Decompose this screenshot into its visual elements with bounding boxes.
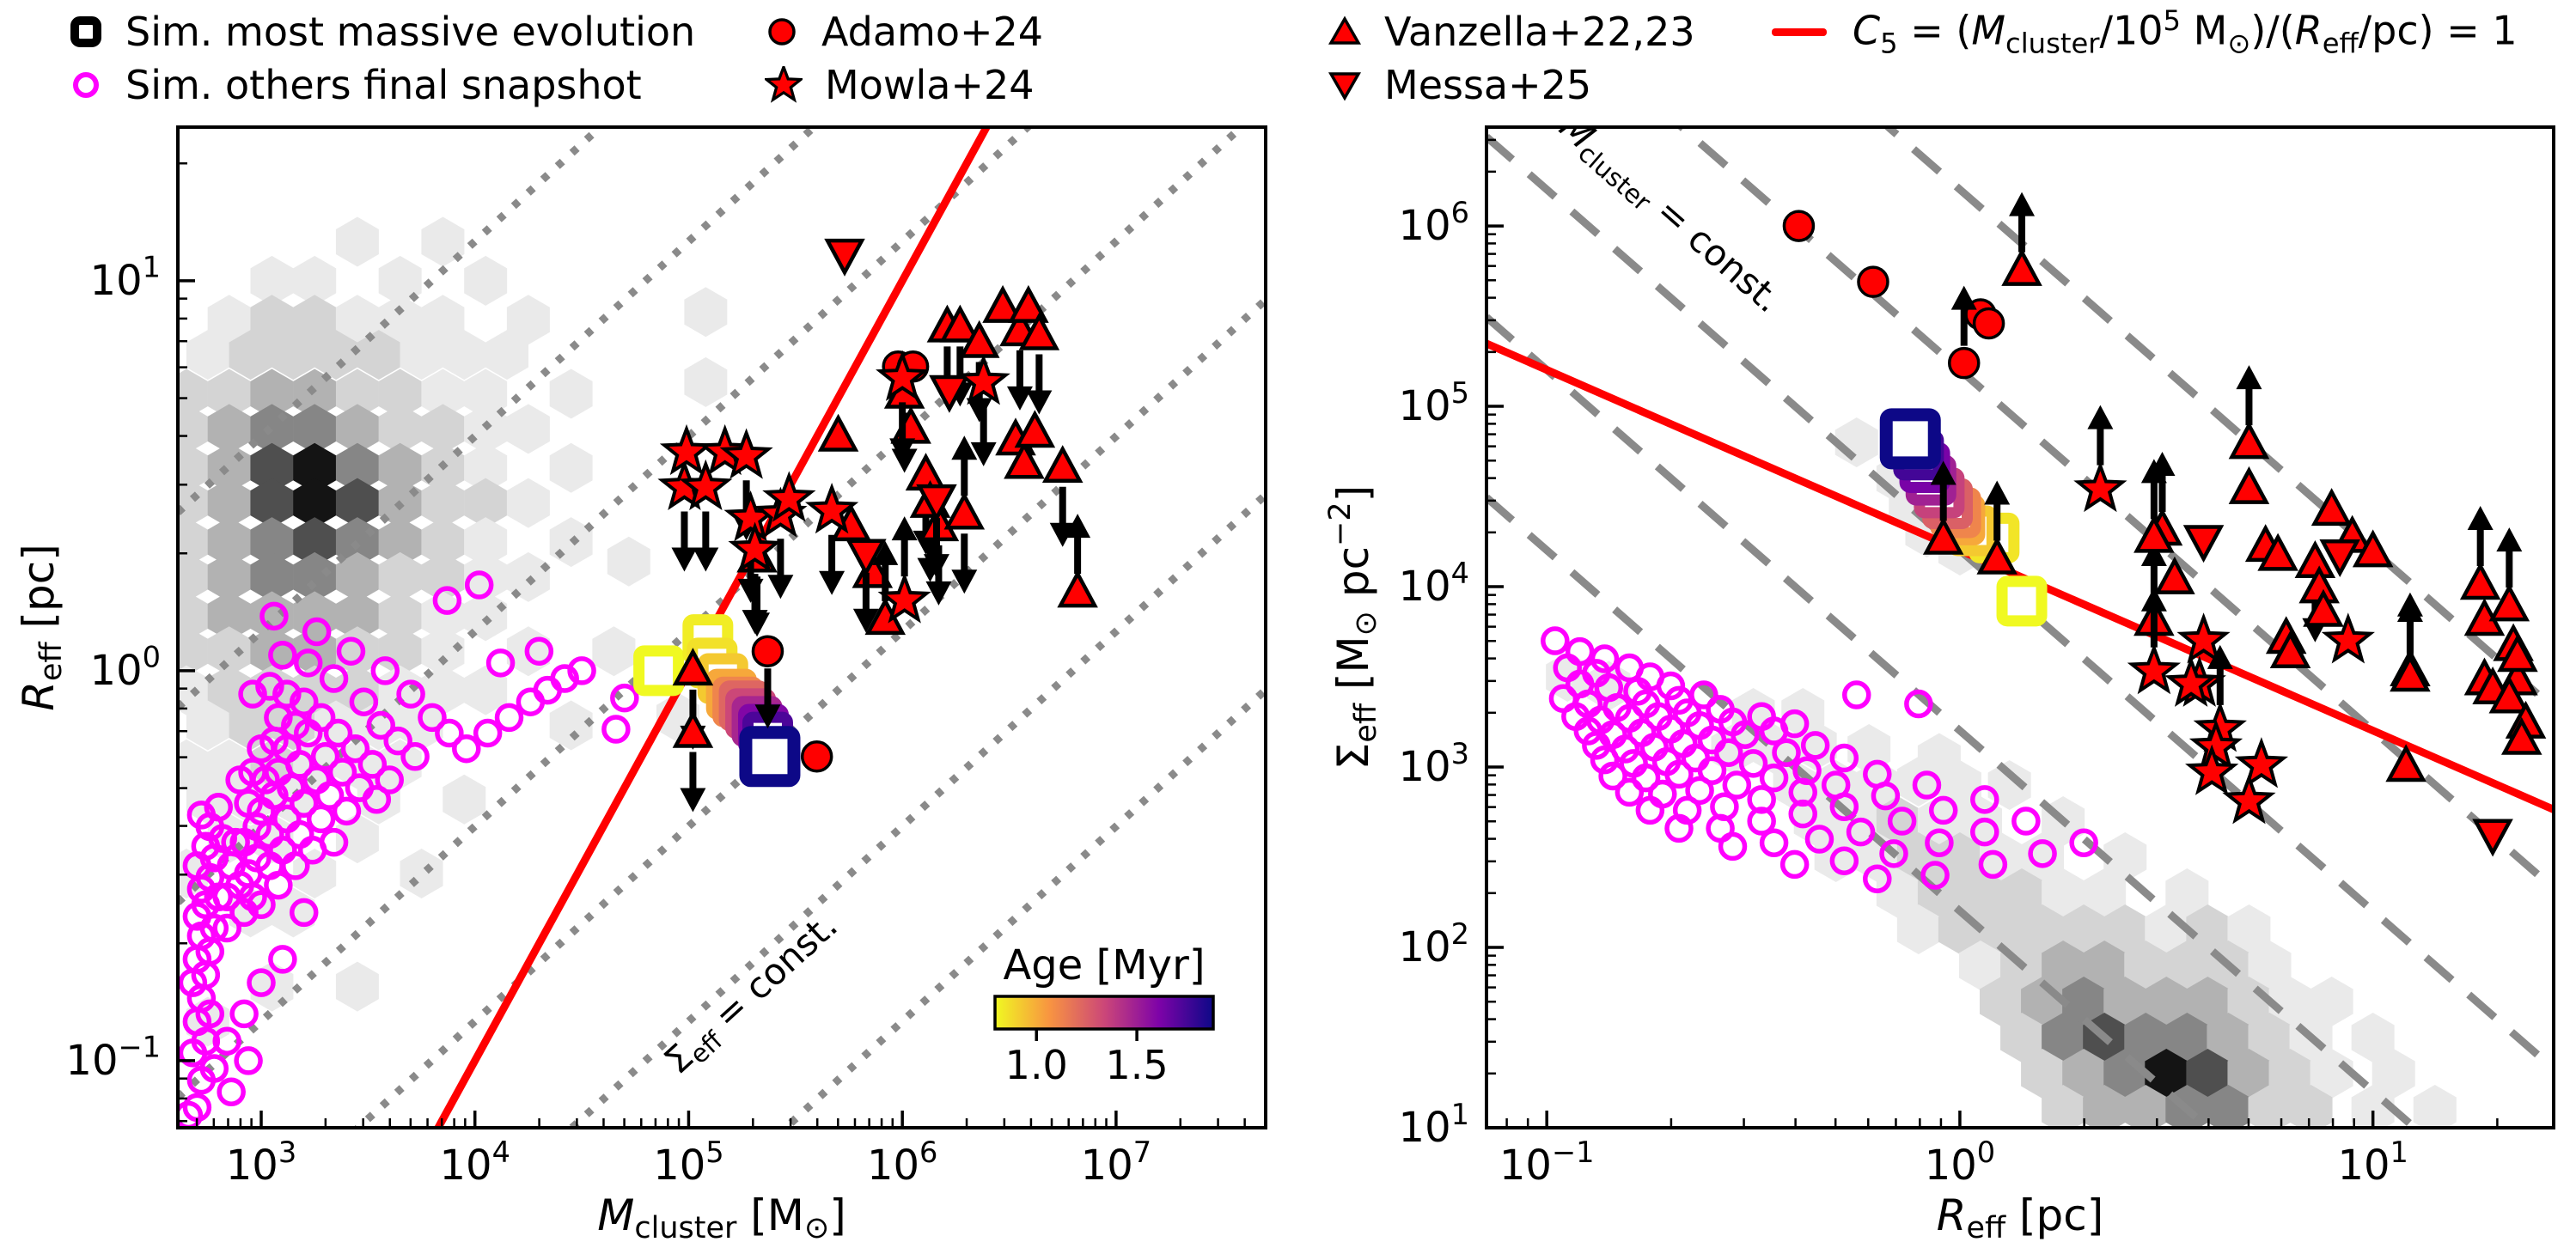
- series-messa: [2182, 525, 2513, 857]
- filled-circle-icon: [768, 18, 796, 46]
- series-mowla: [2073, 405, 2375, 825]
- y-axis-label: Reff [pc]: [14, 544, 69, 711]
- legend-item-vanzella: Vanzella+22,23: [1328, 7, 1695, 57]
- star-icon: [765, 66, 803, 103]
- series-sim-others: [178, 570, 639, 1128]
- series-sim-others: [1541, 626, 2098, 893]
- colorbar-title: Age [Myr]: [1003, 941, 1205, 989]
- series-vanzella: [1922, 192, 2547, 782]
- svg-text:10−1: 10−1: [65, 1031, 161, 1085]
- legend-item-label: Vanzella+22,23: [1384, 9, 1695, 55]
- legend-item-label: Sim. others final snapshot: [125, 62, 642, 108]
- svg-text:100: 100: [90, 641, 161, 695]
- svg-text:104: 104: [1399, 557, 1469, 611]
- age-colorbar: Age [Myr] 1.0 1.5: [993, 941, 1215, 1088]
- panel-right: Mcluster = const.: [1486, 105, 2554, 1128]
- series-adamo: [1782, 210, 2005, 380]
- svg-text:101: 101: [90, 251, 161, 305]
- svg-text:104: 104: [439, 1135, 510, 1190]
- svg-text:10−1: 10−1: [1499, 1135, 1595, 1190]
- legend-item-label: Messa+25: [1384, 62, 1592, 108]
- legend-item-messa: Messa+25: [1328, 60, 1591, 110]
- svg-text:107: 107: [1081, 1135, 1151, 1190]
- axis-ticks: [178, 161, 1267, 1128]
- svg-text:106: 106: [867, 1135, 937, 1190]
- svg-text:101: 101: [2337, 1135, 2408, 1190]
- svg-text:1.0: 1.0: [1005, 1042, 1068, 1088]
- svg-text:1.5: 1.5: [1106, 1042, 1169, 1088]
- legend-item-label: C5 = (Mcluster/105 M⊙)/(Reff/pc) = 1: [1853, 3, 2518, 60]
- const-line-label: Mcluster = const.: [1549, 105, 1790, 324]
- axis-ticks: [1486, 138, 2499, 1129]
- svg-text:102: 102: [1399, 917, 1469, 971]
- svg-text:101: 101: [1399, 1098, 1469, 1152]
- svg-text:100: 100: [1925, 1135, 1995, 1190]
- triangle-up-icon: [1328, 15, 1362, 45]
- svg-text:106: 106: [1399, 196, 1469, 250]
- legend-item-sim-most-massive: Sim. most massive evolution: [69, 7, 695, 57]
- legend-item-mowla: Mowla+24: [765, 60, 1035, 110]
- x-axis-label: Mcluster [M⊙]: [597, 1190, 846, 1242]
- panel-left: Σeff = const.: [178, 127, 1266, 1128]
- const-lines: [178, 127, 1266, 1128]
- svg-text:103: 103: [1399, 737, 1469, 791]
- tick-labels: 103 104 105 106 107 10−1 100 101: [65, 251, 1151, 1190]
- legend-item-sim-others: Sim. others final snapshot: [69, 60, 642, 110]
- y-axis-label: Σeff [M⊙ pc−2]: [1323, 485, 1383, 770]
- legend-item-adamo: Adamo+24: [765, 7, 1043, 57]
- open-square-icon: [70, 16, 101, 47]
- triangle-down-icon: [1328, 72, 1362, 101]
- axes-frame: [176, 125, 1267, 1129]
- svg-text:105: 105: [1399, 376, 1469, 430]
- red-line-icon: [1772, 28, 1827, 36]
- const-line-label: Σeff = const.: [656, 904, 848, 1085]
- legend-item-label: Sim. most massive evolution: [125, 9, 696, 55]
- tick-labels: 10−1 100 101 101 102 103 104 105 106: [1399, 196, 2408, 1190]
- x-axis-label: Reff [pc]: [1937, 1190, 2104, 1242]
- svg-text:105: 105: [653, 1135, 723, 1190]
- legend-item-label: Adamo+24: [821, 9, 1044, 55]
- legend-item-c5-line: C5 = (Mcluster/105 M⊙)/(Reff/pc) = 1: [1770, 3, 2518, 60]
- series-mowla: [657, 350, 1010, 635]
- series-messa: [824, 238, 970, 633]
- legend-item-label: Mowla+24: [825, 62, 1035, 108]
- svg-text:103: 103: [226, 1135, 296, 1190]
- open-circle-icon: [73, 72, 99, 98]
